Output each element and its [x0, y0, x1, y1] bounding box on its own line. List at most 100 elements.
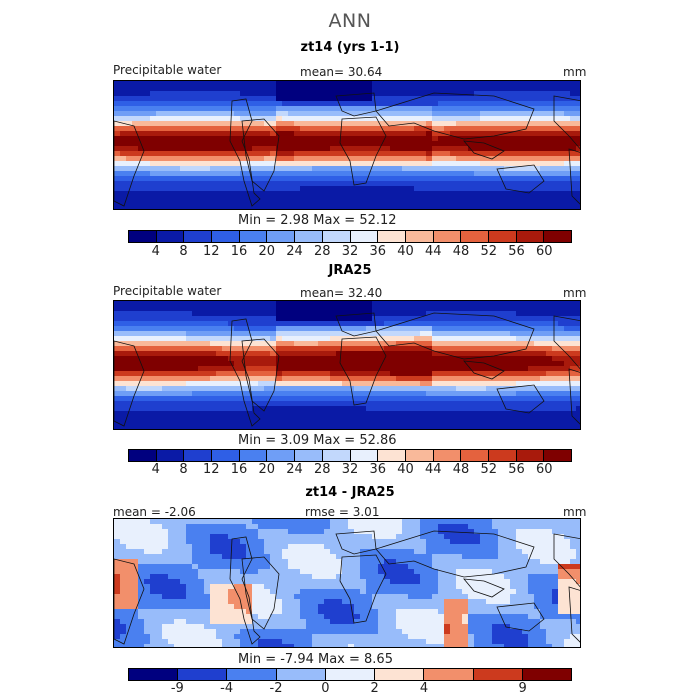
panel-2-variable-label: Precipitable water	[113, 284, 222, 298]
panel-2-colorbar	[128, 449, 572, 462]
colorbar-tick-label: 24	[286, 462, 303, 477]
colorbar-tick-label: 20	[258, 462, 276, 477]
colorbar-swatch	[178, 669, 228, 680]
colorbar-tick-label: 60	[535, 462, 553, 477]
colorbar-tick-label: 44	[424, 462, 442, 477]
colorbar-tick-label: 60	[535, 244, 553, 259]
colorbar-swatch	[378, 450, 406, 461]
colorbar-tick-label: 0	[321, 681, 330, 696]
panel-2-colorbar-ticks: 4 8 12 16 20 24 28 32 36 40 44 48 52 56 60	[128, 462, 572, 478]
panel-3-colorbar	[128, 668, 572, 681]
colorbar-swatch	[227, 669, 277, 680]
panel-3-units-label: mm	[563, 505, 587, 519]
colorbar-tick-label: 12	[202, 244, 220, 259]
colorbar-swatch	[516, 450, 545, 461]
colorbar-tick-label: 44	[424, 244, 442, 259]
colorbar-swatch	[461, 450, 489, 461]
panel-1-variable-label: Precipitable water	[113, 63, 222, 77]
colorbar-swatch	[350, 231, 379, 242]
panel-1-map	[113, 80, 581, 210]
colorbar-tick-label: 36	[369, 462, 387, 477]
panel-3-minmax: Min = -7.94 Max = 8.65	[238, 652, 393, 667]
colorbar-tick-label: 28	[313, 244, 331, 259]
panel-1-units-label: mm	[563, 65, 587, 79]
colorbar-swatch	[375, 669, 425, 680]
colorbar-swatch	[488, 231, 517, 242]
panel-1-colorbar-ticks: 4 8 12 16 20 24 28 32 36 40 44 48 52 56 60	[128, 244, 572, 260]
colorbar-swatch	[239, 450, 268, 461]
colorbar-swatch	[267, 231, 296, 242]
colorbar-tick-label: 52	[480, 244, 498, 259]
colorbar-swatch	[322, 231, 351, 242]
colorbar-tick-label: 56	[508, 462, 525, 477]
colorbar-swatch	[184, 231, 213, 242]
panel-2-mean-label: mean= 32.40	[300, 286, 383, 300]
colorbar-tick-label: 36	[369, 244, 387, 259]
colorbar-tick-label: 4	[151, 462, 160, 477]
colorbar-swatch	[473, 669, 523, 680]
colorbar-swatch	[544, 231, 571, 242]
colorbar-tick-label: 40	[397, 462, 414, 477]
colorbar-tick-label: 20	[258, 244, 276, 259]
colorbar-swatch	[156, 231, 185, 242]
panel-3-mean-label: mean = -2.06	[113, 505, 196, 519]
colorbar-swatch	[378, 231, 406, 242]
colorbar-tick-label: 32	[341, 244, 359, 259]
colorbar-tick-label: 48	[452, 244, 470, 259]
panel-2-map	[113, 300, 581, 430]
panel-3-colorbar-ticks: -9 -4 -2 0 2 4 9	[128, 681, 572, 697]
colorbar-tick-label: 40	[397, 244, 414, 259]
colorbar-tick-label: 2	[370, 681, 379, 696]
colorbar-swatch	[276, 669, 326, 680]
colorbar-tick-label: 8	[179, 244, 188, 259]
colorbar-swatch	[522, 669, 571, 680]
colorbar-swatch	[405, 231, 434, 242]
colorbar-swatch	[129, 231, 157, 242]
colorbar-swatch	[129, 450, 157, 461]
colorbar-swatch	[267, 450, 296, 461]
colorbar-swatch	[461, 231, 489, 242]
colorbar-tick-label: 9	[518, 681, 527, 696]
panel-2-minmax: Min = 3.09 Max = 52.86	[238, 433, 397, 448]
colorbar-tick-label: 56	[508, 244, 525, 259]
panel-2-title: JRA25	[328, 263, 372, 278]
colorbar-tick-label: 24	[286, 244, 303, 259]
colorbar-swatch	[405, 450, 434, 461]
colorbar-tick-label: 4	[419, 681, 429, 696]
panel-1-minmax: Min = 2.98 Max = 52.12	[238, 213, 397, 228]
colorbar-swatch	[516, 231, 545, 242]
colorbar-swatch	[544, 450, 571, 461]
panel-1-mean-label: mean= 30.64	[300, 65, 383, 79]
colorbar-tick-label: 16	[230, 462, 248, 477]
panel-2-units-label: mm	[563, 286, 587, 300]
panel-3-title: zt14 - JRA25	[305, 485, 395, 500]
colorbar-tick-label: 52	[480, 462, 498, 477]
colorbar-swatch	[184, 450, 213, 461]
panel-1-colorbar	[128, 230, 572, 243]
colorbar-tick-label: 28	[313, 462, 331, 477]
colorbar-swatch	[212, 450, 240, 461]
colorbar-swatch	[433, 231, 462, 242]
colorbar-swatch	[433, 450, 462, 461]
colorbar-tick-label: 4	[151, 244, 160, 259]
colorbar-swatch	[295, 231, 323, 242]
colorbar-tick-label: -4	[220, 681, 234, 696]
panel-1-title: zt14 (yrs 1-1)	[300, 40, 400, 55]
colorbar-swatch	[239, 231, 268, 242]
panel-3-rmse-label: rmse = 3.01	[305, 505, 380, 519]
colorbar-swatch	[325, 669, 376, 680]
colorbar-tick-label: -9	[170, 681, 184, 696]
colorbar-tick-label: 12	[202, 462, 220, 477]
colorbar-swatch	[488, 450, 517, 461]
colorbar-tick-label: 8	[179, 462, 188, 477]
colorbar-swatch	[322, 450, 351, 461]
colorbar-tick-label: 48	[452, 462, 470, 477]
colorbar-swatch	[212, 231, 240, 242]
colorbar-swatch	[350, 450, 379, 461]
colorbar-swatch	[156, 450, 185, 461]
colorbar-swatch	[129, 669, 179, 680]
colorbar-swatch	[424, 669, 474, 680]
colorbar-swatch	[295, 450, 323, 461]
colorbar-tick-label: -2	[269, 681, 283, 696]
colorbar-tick-label: 32	[341, 462, 359, 477]
